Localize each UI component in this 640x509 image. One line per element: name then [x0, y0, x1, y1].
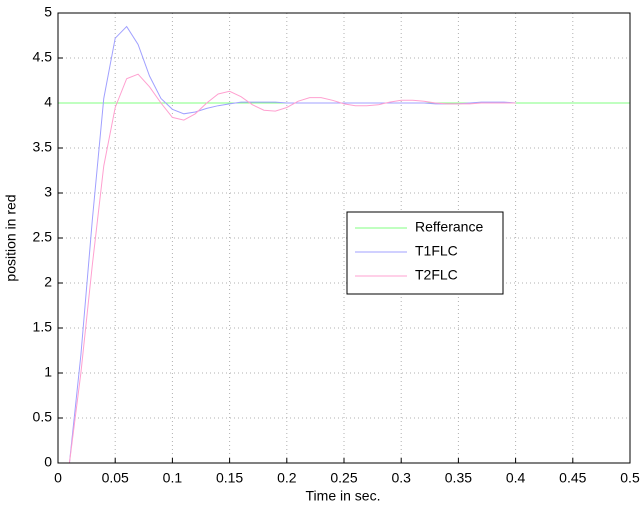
y-tick-label: 4: [44, 94, 52, 110]
x-tick-label: 0.05: [102, 470, 129, 486]
y-tick-label: 1: [44, 364, 52, 380]
y-tick-label: 5: [44, 4, 52, 20]
x-tick-label: 0.5: [620, 470, 640, 486]
legend-box: [346, 211, 504, 295]
legend-label: T1FLC: [415, 243, 458, 259]
x-tick-label: 0.4: [506, 470, 526, 486]
x-tick-label: 0.25: [330, 470, 357, 486]
x-tick-label: 0.1: [163, 470, 183, 486]
y-tick-label: 3: [44, 184, 52, 200]
legend-label: T2FLC: [415, 267, 458, 283]
x-tick-label: 0.15: [216, 470, 243, 486]
x-tick-label: 0.2: [277, 470, 297, 486]
y-tick-label: 2.5: [33, 229, 53, 245]
y-axis-label: position in red: [3, 194, 19, 281]
x-axis-label: Time in sec.: [306, 488, 381, 504]
x-tick-label: 0.35: [445, 470, 472, 486]
y-tick-label: 1.5: [33, 319, 53, 335]
y-tick-label: 2: [44, 274, 52, 290]
y-tick-label: 3.5: [33, 139, 53, 155]
x-tick-label: 0.3: [391, 470, 411, 486]
x-tick-label: 0: [54, 470, 62, 486]
x-tick-label: 0.45: [559, 470, 586, 486]
series-line: [68, 73, 516, 464]
y-tick-label: 4.5: [33, 49, 53, 65]
y-tick-label: 0.5: [33, 409, 53, 425]
plot-frame: [57, 12, 631, 464]
y-tick-label: 0: [44, 454, 52, 470]
legend-label: Refferance: [415, 219, 483, 235]
